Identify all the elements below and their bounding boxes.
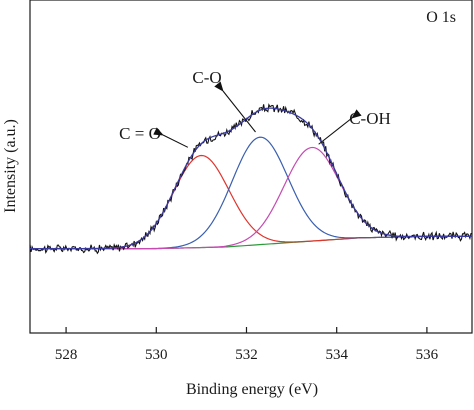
annotation-arrow xyxy=(214,81,256,133)
peak-fit-line xyxy=(30,154,472,250)
baseline-line xyxy=(30,235,472,250)
annotation-arrow xyxy=(153,127,189,148)
annotations: C = O C-O C-OH xyxy=(119,68,391,148)
x-tick-label: 532 xyxy=(235,347,258,363)
peak-fit-line xyxy=(30,136,472,250)
y-axis-title: Intensity (a.u.) xyxy=(2,119,19,213)
x-tick-label: 530 xyxy=(145,347,168,363)
x-tick-label: 528 xyxy=(55,347,78,363)
annotation-arrow xyxy=(318,109,362,145)
envelope-fit-line xyxy=(30,107,472,250)
peak-annotation-label: C-OH xyxy=(349,109,391,128)
peak-annotation-label: C = O xyxy=(119,124,161,143)
panel-label: O 1s xyxy=(426,9,456,26)
x-tick-label: 534 xyxy=(325,347,348,363)
x-axis-ticks: 528 530 532 534 536 xyxy=(55,327,439,363)
peak-fit-line xyxy=(30,146,472,250)
plot-frame xyxy=(29,0,473,334)
x-tick-label: 536 xyxy=(416,347,439,363)
curves xyxy=(29,103,473,255)
peak-annotation-label: C-O xyxy=(192,68,221,87)
x-axis-title: Binding energy (eV) xyxy=(186,381,318,398)
